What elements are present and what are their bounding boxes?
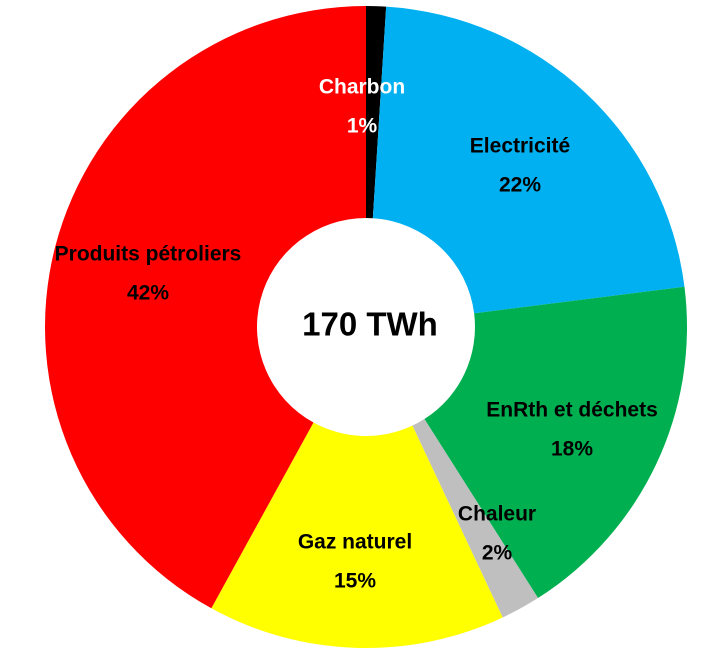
donut-segment [424, 286, 687, 599]
segment-label: Charbon [319, 76, 405, 99]
segment-value-label: 18% [551, 438, 593, 461]
segment-value-label: 22% [499, 174, 541, 197]
donut-segment [412, 419, 539, 618]
segment-label: Electricité [470, 135, 570, 158]
donut-segment [211, 422, 503, 649]
segment-label: Produits pétroliers [55, 243, 242, 266]
donut-segment [372, 6, 685, 314]
segment-label: Chaleur [458, 503, 536, 526]
donut-segment [366, 6, 387, 219]
segment-value-label: 15% [334, 570, 376, 593]
segment-value-label: 42% [127, 282, 169, 305]
segment-label: Gaz naturel [298, 531, 412, 554]
segment-value-label: 1% [347, 115, 378, 138]
center-label: 170 TWh [302, 306, 438, 343]
segment-label: EnRth et déchets [486, 399, 658, 422]
segment-value-label: 2% [482, 542, 513, 565]
donut-segment [45, 6, 366, 609]
